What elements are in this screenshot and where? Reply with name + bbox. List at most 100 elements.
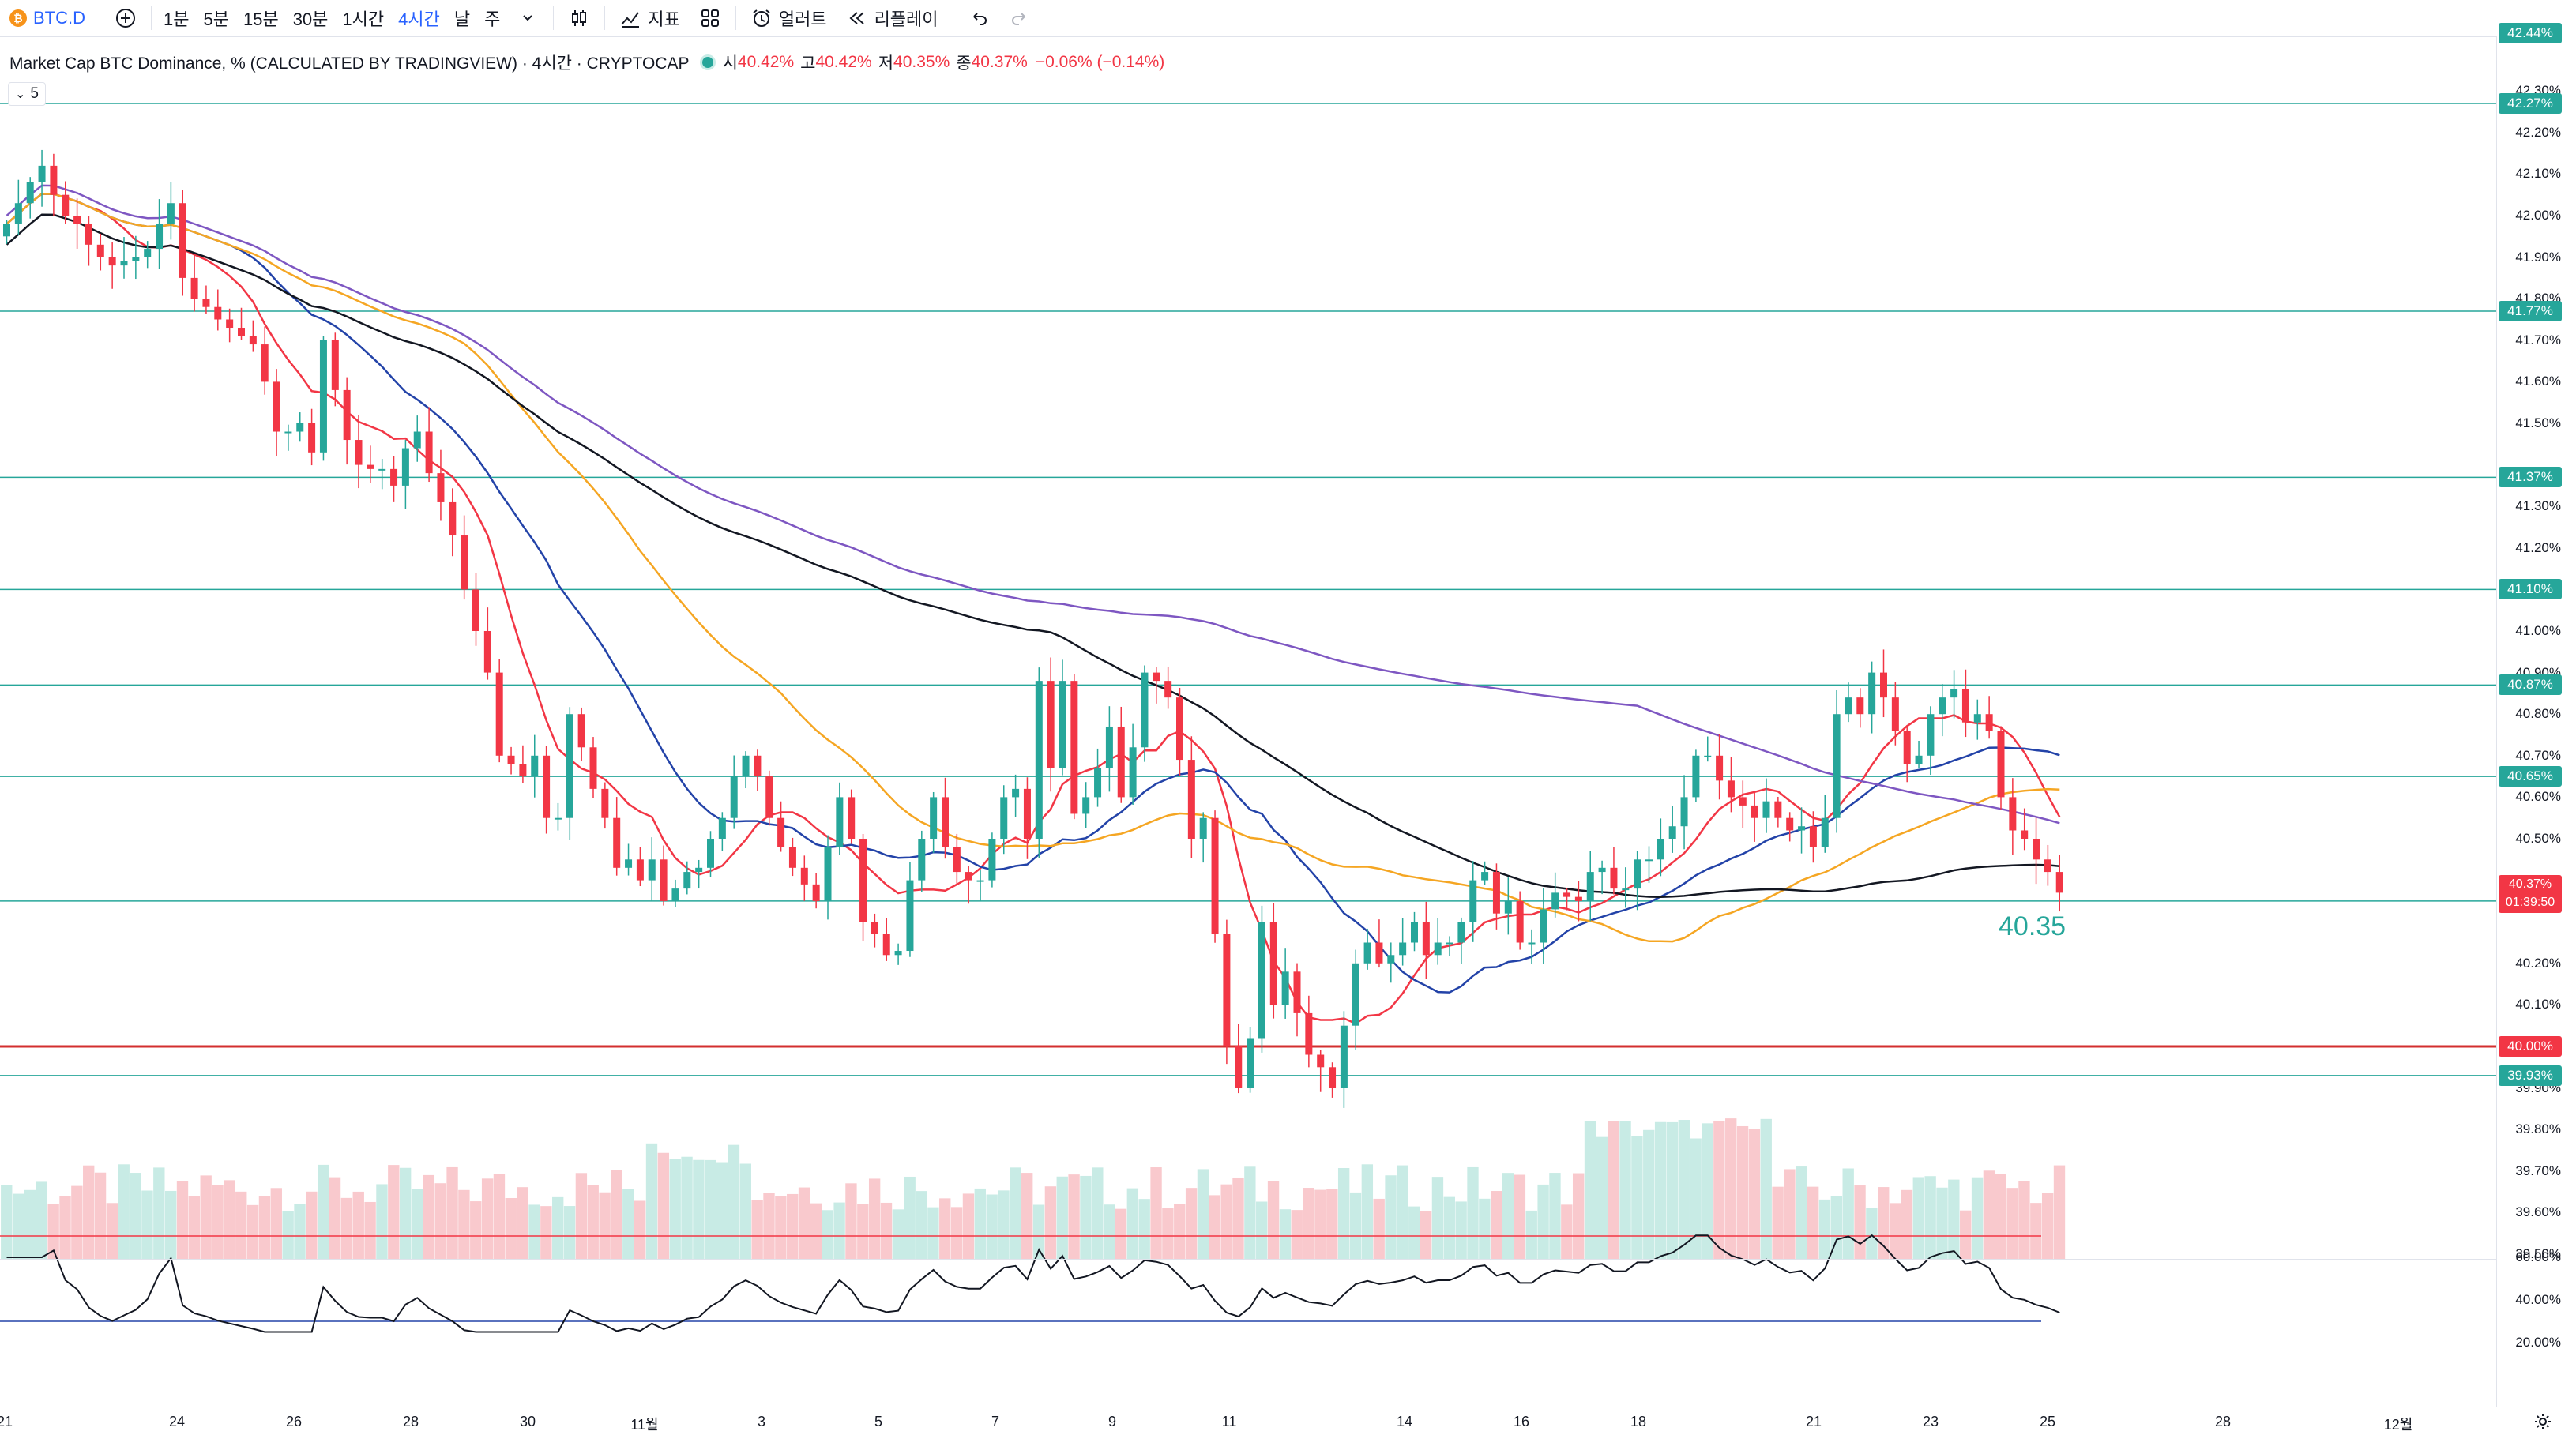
price-tick: 40.50% <box>2515 831 2561 846</box>
candle-body <box>707 839 714 868</box>
redo-button[interactable] <box>999 0 1040 36</box>
volume-bar <box>1584 1121 1596 1259</box>
volume-bar <box>246 1204 259 1259</box>
alert-label: 얼러트 <box>778 9 827 29</box>
chart-canvas[interactable] <box>0 36 2496 1407</box>
candle-body <box>62 194 70 216</box>
interval-4h[interactable]: 4시간 <box>398 9 440 29</box>
volume-bar <box>493 1174 506 1259</box>
time-axis[interactable]: 21 24 26 28 30 11월 3 5 7 9 11 14 16 18 21 23 25 28 12월 <box>0 1407 2576 1435</box>
interval-15m[interactable]: 15분 <box>243 9 279 29</box>
undo-button[interactable] <box>958 0 999 36</box>
interval-1m[interactable]: 1분 <box>164 9 190 29</box>
price-level-label: 42.44% <box>2499 22 2562 43</box>
volume-bar <box>1197 1169 1209 1259</box>
volume-bar <box>2030 1203 2042 1259</box>
key-level-label: 40.00% <box>2499 1036 2562 1057</box>
indicator-count: 5 <box>30 85 39 102</box>
candle-body <box>1610 867 1618 889</box>
candle-body <box>1164 681 1172 698</box>
candle-body <box>495 672 503 756</box>
chart-type-button[interactable] <box>558 0 600 36</box>
symbol-search-button[interactable]: ₿ BTC.D <box>0 0 95 36</box>
volume-bar <box>1138 1199 1150 1259</box>
candle-body <box>1153 672 1160 682</box>
price-level-label: 41.10% <box>2499 579 2562 600</box>
price-tick: 42.20% <box>2515 124 2561 140</box>
candle-body <box>788 847 796 868</box>
candles <box>3 149 2063 1108</box>
volume-bar <box>1314 1189 1326 1259</box>
volume-bar <box>798 1187 810 1259</box>
candle-body <box>1762 801 1770 818</box>
price-tick: 42.00% <box>2515 208 2561 223</box>
volume-bar <box>2041 1193 2054 1259</box>
candle-body <box>156 224 164 250</box>
volume-bar <box>1115 1208 1127 1259</box>
candle-body <box>331 340 339 390</box>
candle-body <box>378 468 386 471</box>
ma-line-blue <box>6 193 2060 994</box>
volume-bar <box>1748 1129 1761 1259</box>
candle-body <box>1716 755 1724 781</box>
volume-bar <box>458 1189 470 1259</box>
legend-close: 40.37% <box>971 53 1028 71</box>
interval-1d[interactable]: 날 <box>453 9 471 29</box>
volume-bar <box>1385 1175 1397 1259</box>
interval-dropdown-button[interactable] <box>507 0 548 36</box>
interval-1h[interactable]: 1시간 <box>342 9 385 29</box>
price-tick: 40.60% <box>2515 789 2561 805</box>
candle-body <box>953 847 961 873</box>
candle-body <box>554 817 562 820</box>
legend-low: 40.35% <box>893 53 950 71</box>
volume-bar <box>1126 1188 1139 1259</box>
candle-body <box>1563 892 1571 897</box>
volume-bar <box>2053 1165 2066 1259</box>
price-level-label: 41.77% <box>2499 300 2562 321</box>
candle-body <box>1950 689 1958 698</box>
gear-icon[interactable] <box>2533 1412 2552 1431</box>
interval-30m[interactable]: 30분 <box>292 9 329 29</box>
candle-body <box>390 468 398 486</box>
volume-bar <box>2006 1188 2018 1259</box>
layouts-button[interactable] <box>690 0 731 36</box>
volume-bar <box>681 1156 693 1259</box>
volume-bar <box>1912 1177 1924 1259</box>
candle-body <box>976 880 984 882</box>
replay-button[interactable]: 리플레이 <box>837 0 948 36</box>
compare-symbol-button[interactable] <box>105 0 146 36</box>
candle-body <box>120 261 128 266</box>
volume-bar <box>71 1185 83 1259</box>
candle-body <box>836 797 844 847</box>
candle-body <box>1269 922 1277 1005</box>
volume-bar <box>376 1184 388 1259</box>
ma-line-black <box>6 213 2060 899</box>
pane-divider[interactable] <box>0 1259 2496 1260</box>
candle-body <box>461 535 468 590</box>
price-tick: 41.70% <box>2515 332 2561 347</box>
rsi-pane <box>0 1234 2060 1333</box>
candle-body <box>1833 714 1841 818</box>
indicator-toggle[interactable]: ⌄ 5 <box>8 82 46 106</box>
alert-button[interactable]: 얼러트 <box>741 0 837 36</box>
volume-bar <box>1619 1121 1631 1259</box>
price-axis[interactable]: 42.30% 42.20% 42.10% 42.00% 41.90% 41.80% 41.7… <box>2496 22 2576 1407</box>
volume-bar <box>810 1203 822 1259</box>
candle-body <box>613 817 621 868</box>
volume-bar <box>1010 1167 1021 1259</box>
candle-body <box>1469 880 1477 922</box>
volume-bar <box>962 1193 975 1259</box>
volume-bar <box>118 1164 130 1259</box>
volume-bar <box>200 1175 212 1259</box>
interval-1w[interactable]: 주 <box>484 9 501 29</box>
interval-5m[interactable]: 5분 <box>203 9 229 29</box>
candle-body <box>1540 909 1547 943</box>
candle-body <box>1000 797 1008 839</box>
indicators-button[interactable]: 지표 <box>610 0 689 36</box>
candle-body <box>483 631 491 673</box>
candle-body <box>308 423 316 453</box>
candle-body <box>1329 1067 1337 1088</box>
candle-body <box>1598 867 1606 873</box>
volume-bar <box>974 1188 986 1259</box>
